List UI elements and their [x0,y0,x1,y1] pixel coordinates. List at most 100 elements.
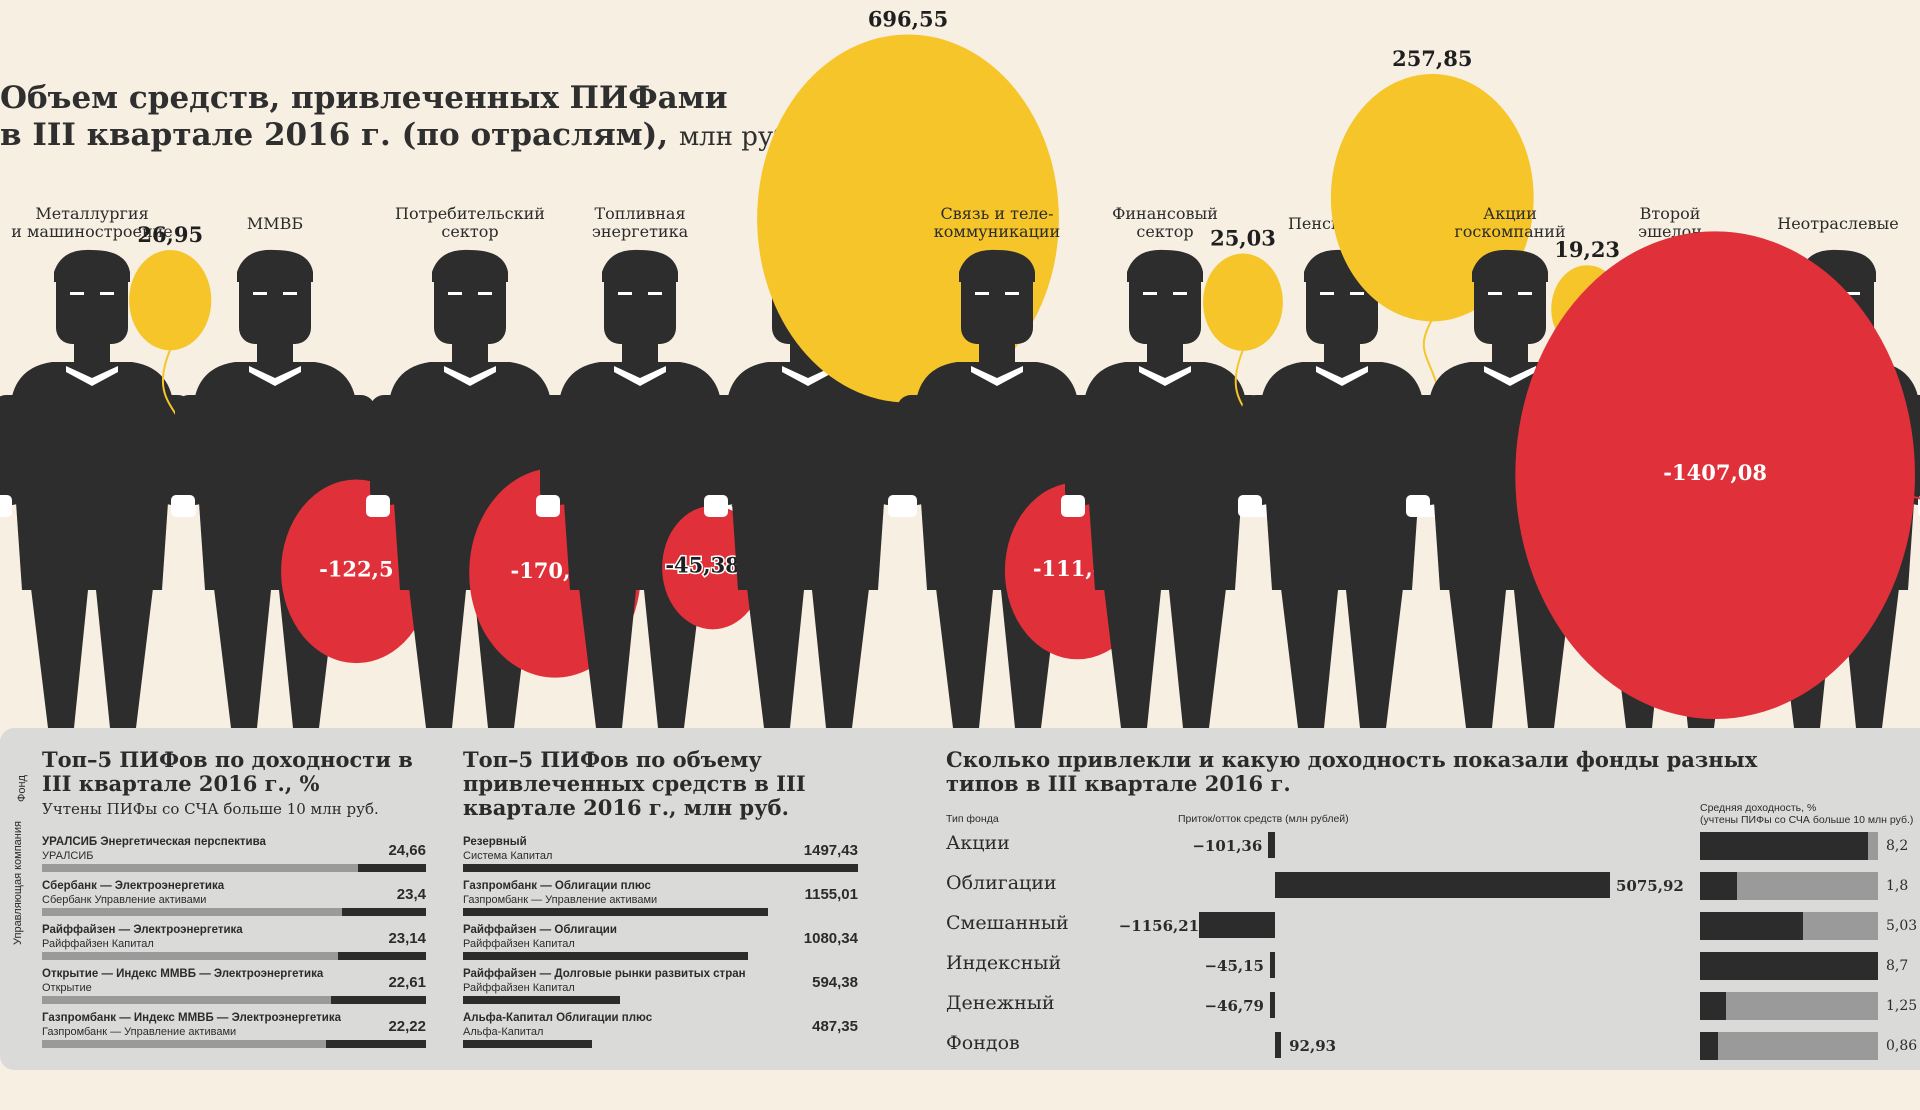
balloon-value: -45,38 [665,553,739,578]
figure-head [239,262,311,344]
types-flow-value: −101,36 [1192,837,1263,855]
category-label-line: энергетика [592,222,689,241]
figure-hand [1061,495,1085,517]
figure-eye [1350,292,1364,295]
top5-yield-title: Топ–5 ПИФов по доходности в III квартале… [42,747,413,796]
types-flow-value: −46,79 [1204,997,1264,1015]
top5-yield-bar [326,1040,426,1048]
top5-yield-track [42,908,426,916]
types-yield-bar [1700,992,1726,1020]
category-label-line: Связь и теле- [941,204,1054,223]
top5-inflow-bar [463,952,748,960]
types-yield-track [1700,992,1878,1020]
side-label-fund: Фонд [16,775,28,802]
top5-yield-row-company: Райффайзен Капитал [42,938,154,950]
figure-collar [1316,366,1368,386]
balloon-value: 696,55 [868,7,948,32]
figure-torso [726,362,890,590]
figure-collar [782,366,834,386]
types-flow-value: −45,15 [1204,957,1264,975]
balloon-value: 19,23 [1554,237,1620,262]
figure-eye [478,292,492,295]
figure-hand [1238,495,1262,517]
figure-legs [578,580,702,728]
types-yield-value: 0,86 [1886,1038,1918,1054]
top5-inflow-row-company: Газпромбанк — Управление активами [463,894,658,906]
figure-right-arm [341,395,375,505]
balloon-value: -122,5 [319,556,393,581]
top5-yield-bar [331,996,426,1004]
types-col-yield: Средняя доходность, % [1700,802,1817,814]
top5-yield-row-value: 22,61 [388,974,426,991]
category-label-line: и машиностроение [11,222,173,241]
top5-inflow-row-value: 1497,43 [803,842,858,859]
top5-yield-row-company: Газпромбанк — Управление активами [42,1026,237,1038]
figure-eye [283,292,297,295]
balloon [281,479,432,664]
figure-collar [249,366,301,386]
balloon [1515,231,1915,719]
figure-7 [1061,249,1269,728]
top5-inflow-title: Топ–5 ПИФов по объему привлеченных средс… [463,747,806,820]
figure-left-arm [370,395,404,505]
top5-yield-row-name: Открытие — Индекс ММВБ — Электроэнергети… [42,968,324,980]
figure-eye [253,292,267,295]
balloon-value: 257,85 [1392,46,1472,71]
figure-eye [1143,292,1157,295]
top5-inflow-row-value: 1155,01 [804,886,858,903]
figure-hand [893,495,917,517]
figure-hair [959,249,1035,282]
figure-head [56,262,128,344]
types-col-type: Тип фонда [946,813,999,825]
top5-yield-row-name: Газпромбанк — Индекс ММВБ — Электроэнерг… [42,1012,341,1024]
types-flow-bar [1275,872,1610,898]
figure-left-arm [1242,395,1276,505]
figure-legs [746,580,870,728]
figure-collar [971,366,1023,386]
category-label-line: Финансовый [1112,204,1218,223]
bottom-panel [0,728,1920,1070]
figure-head [961,262,1033,344]
top5-yield-row-value: 23,4 [396,886,426,903]
types-yield-bar [1700,952,1878,980]
figure-collar [1484,366,1536,386]
figure-eye [448,292,462,295]
side-label-company: Управляющая компания [12,821,24,945]
types-flow-bar [1270,952,1275,978]
figure-legs [30,580,154,728]
top5-inflow-row-name: Газпромбанк — Облигации плюс [463,880,651,892]
figure-head [604,262,676,344]
types-flow-bar [1275,1032,1282,1058]
top5-yield-row-name: Райффайзен — Электроэнергетика [42,924,243,936]
types-yield-bar [1700,872,1737,900]
figure-left-arm [175,395,209,505]
figure-legs [1448,580,1572,728]
category-label: Металлургия и машиностроение [11,204,173,241]
top5-yield-bar [357,864,426,872]
figure-eye [1320,292,1334,295]
types-yield-value: 8,7 [1886,958,1909,974]
figure-head [1474,262,1546,344]
figure-eye [100,292,114,295]
top5-inflow-row-name: Альфа-Капитал Облигации плюс [463,1012,653,1024]
figure-hair [1127,249,1203,282]
category-label-line: Второй [1640,204,1701,223]
category-label: Акции госкомпаний [1454,204,1565,241]
figure-hair [602,249,678,282]
types-yield-value: 8,2 [1886,838,1909,854]
types-yield-value: 1,25 [1886,998,1918,1014]
figure-eye [1005,292,1019,295]
top5-inflow-row-name: Райффайзен — Облигации [463,924,617,936]
balloon [1203,253,1283,351]
figure-left-arm [1410,395,1444,505]
top5-inflow-row-value: 594,38 [812,974,858,991]
types-yield-track [1700,1032,1878,1060]
top5-yield-row-company: Сбербанк Управление активами [42,894,207,906]
top5-yield-track [42,952,426,960]
figure-left-arm [0,395,26,505]
figure-collar [444,366,496,386]
top5-inflow-row-name: Райффайзен — Долговые рынки развитых стр… [463,968,746,980]
top5-yield-row-company: УРАЛСИБ [42,850,94,862]
figure-head [1129,262,1201,344]
figure-legs [1103,580,1227,728]
